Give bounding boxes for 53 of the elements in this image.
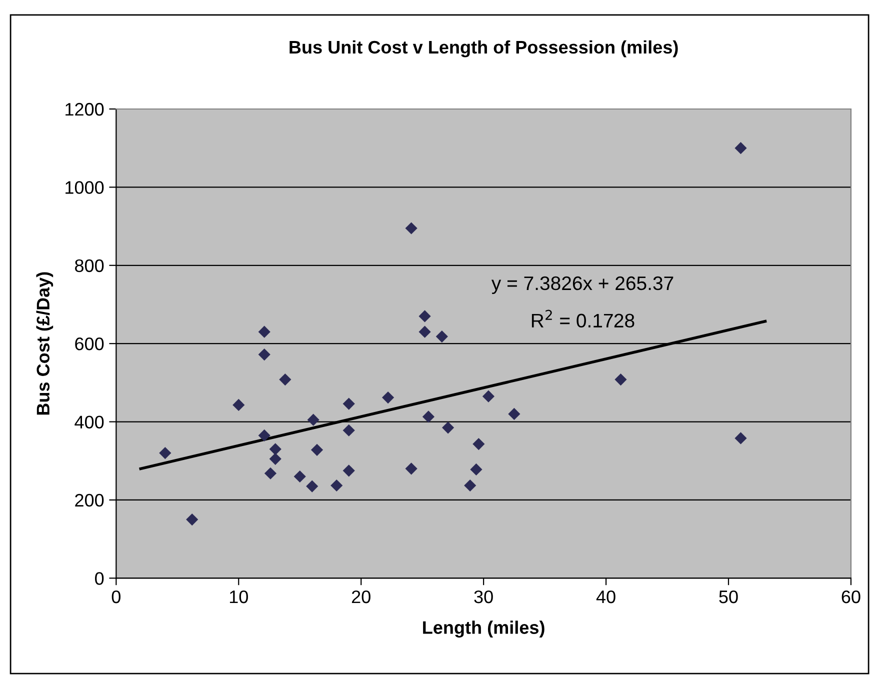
y-tick-label: 1000	[66, 181, 104, 194]
point	[264, 467, 277, 480]
point	[734, 142, 747, 154]
point	[159, 446, 172, 460]
x-axis-title: Length (miles)	[423, 620, 544, 638]
point	[734, 432, 747, 444]
chart-title: Bus Unit Cost v Length of Possession (miles)	[290, 40, 678, 58]
x-tick-label: 10	[230, 590, 248, 604]
y-tick-label: 600	[75, 338, 104, 350]
point	[436, 330, 448, 343]
point	[422, 410, 435, 423]
point	[614, 373, 627, 386]
x-tick-label: 0	[112, 590, 120, 604]
x-tick-label: 40	[596, 590, 616, 604]
y-tick-label: 0	[95, 572, 104, 585]
y-tick-label: 200	[75, 494, 104, 507]
point	[342, 424, 355, 436]
point	[294, 470, 306, 483]
point	[470, 463, 482, 476]
x-tick-label: 30	[474, 590, 493, 604]
y-tick-label: 400	[74, 416, 104, 428]
point	[258, 326, 270, 338]
point	[306, 480, 318, 492]
annotation: y = 7.3826x + 265.37	[491, 276, 674, 294]
x-tick-label: 50	[719, 590, 738, 604]
point	[258, 348, 270, 361]
y-axis-title: Bus Cost (£/Day)	[36, 272, 54, 415]
point	[482, 390, 495, 402]
point	[442, 422, 454, 434]
point	[464, 479, 476, 492]
point	[269, 452, 282, 465]
point	[330, 479, 343, 492]
point	[405, 462, 418, 475]
point	[418, 310, 431, 322]
point	[307, 414, 320, 426]
point	[342, 398, 355, 410]
point	[418, 326, 431, 338]
y-tick-label: 800	[75, 259, 104, 272]
point	[405, 222, 418, 234]
point	[186, 513, 198, 526]
annotation: R$^{2}$ = 0.1728	[532, 310, 634, 328]
x-tick-label: 60	[842, 590, 860, 604]
point	[258, 429, 270, 442]
point	[279, 373, 292, 386]
point	[310, 444, 324, 456]
point	[508, 408, 520, 420]
point	[472, 438, 485, 450]
point	[269, 443, 282, 456]
y-tick-label: 1200	[66, 102, 104, 116]
x-tick-label: 20	[352, 590, 370, 604]
point	[342, 464, 355, 477]
point	[382, 391, 394, 404]
point	[232, 398, 245, 412]
